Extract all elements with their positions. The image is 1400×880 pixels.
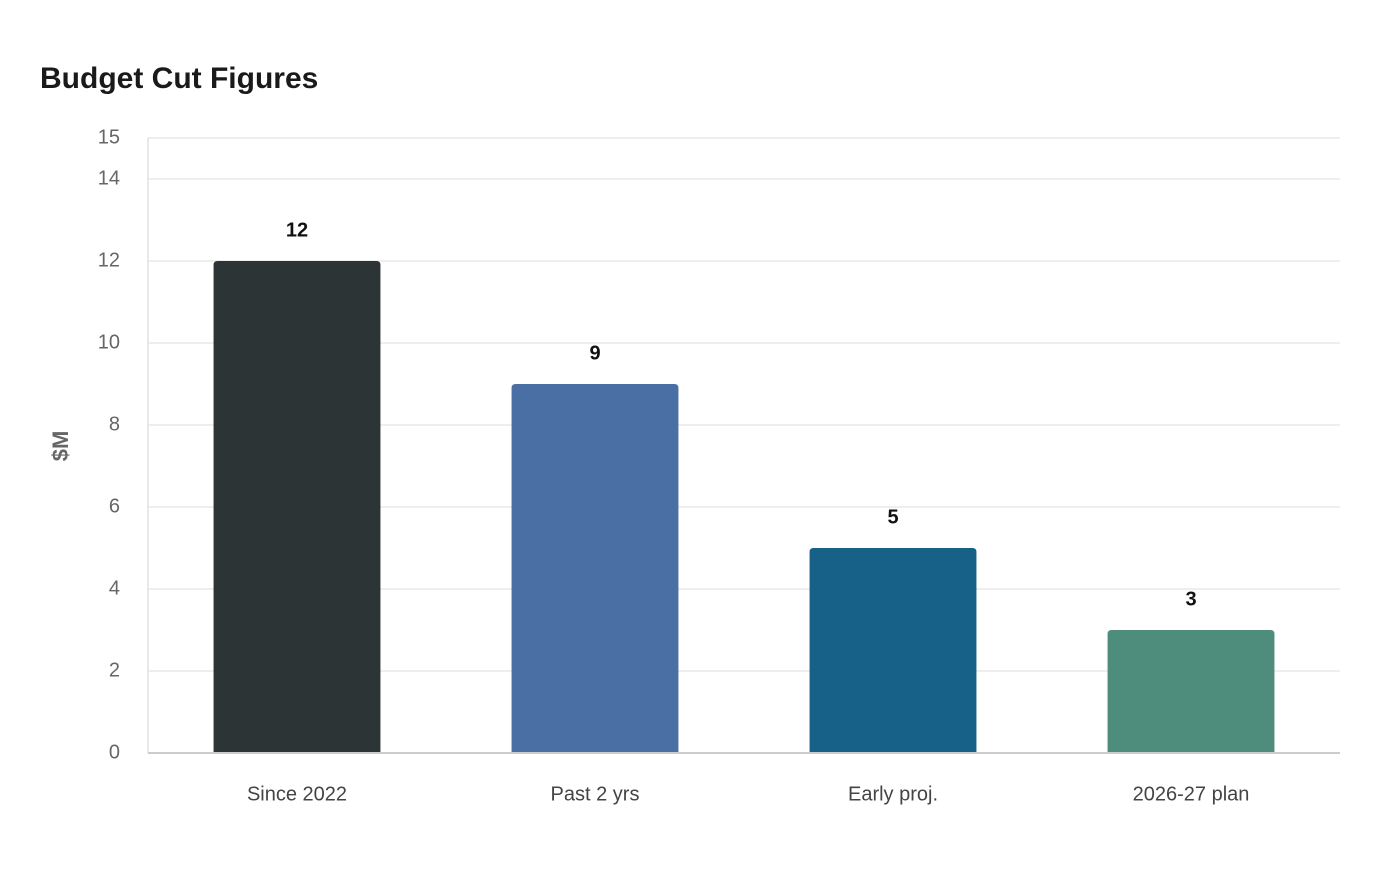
bar	[1107, 630, 1275, 753]
x-tick-label: Early proj.	[848, 783, 938, 805]
y-tick-label: 10	[98, 331, 120, 353]
bar	[511, 384, 679, 753]
bar	[213, 261, 381, 753]
value-label: 5	[887, 506, 898, 528]
y-tick-label: 12	[98, 249, 120, 271]
y-axis-label: $M	[48, 431, 73, 462]
value-label: 9	[589, 342, 600, 364]
x-tick-label: 2026-27 plan	[1133, 783, 1250, 805]
chart-title: Budget Cut Figures	[40, 62, 318, 95]
y-tick-label: 8	[109, 413, 120, 435]
x-tick-label: Since 2022	[247, 783, 347, 805]
x-tick-label: Past 2 yrs	[551, 783, 640, 805]
y-tick-label: 0	[109, 741, 120, 763]
y-tick-label: 15	[98, 126, 120, 148]
y-tick-label: 4	[109, 577, 120, 599]
y-tick-label: 2	[109, 659, 120, 681]
value-label: 3	[1185, 588, 1196, 610]
y-tick-label: 6	[109, 495, 120, 517]
bar	[809, 548, 977, 753]
y-tick-label: 14	[98, 167, 120, 189]
value-label: 12	[286, 219, 308, 241]
